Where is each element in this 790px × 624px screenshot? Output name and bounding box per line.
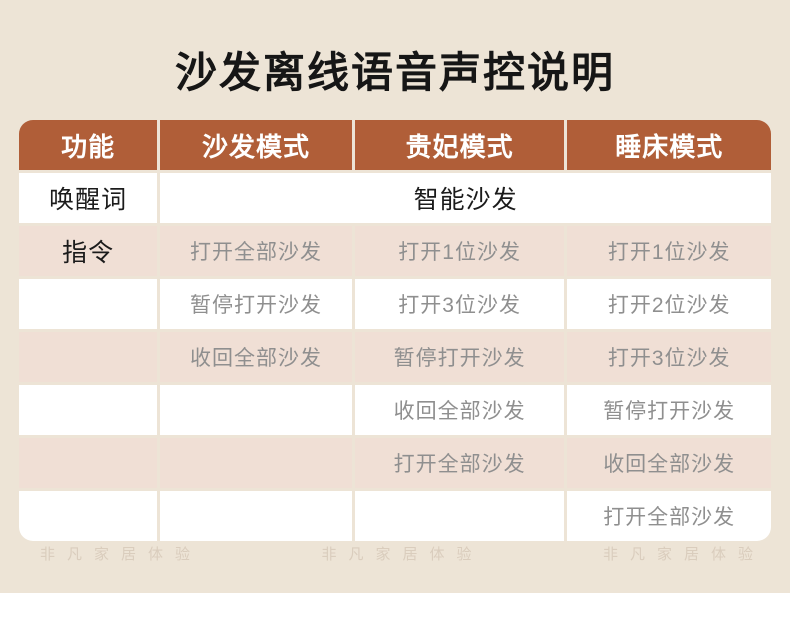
watermark-text: 非凡家居体验 (40, 546, 203, 563)
table-body: 唤醒词 智能沙发 指令 打开全部沙发 打开1位沙发 打开1位沙发 暂停打开沙发 … (19, 173, 771, 542)
command-section-label: 指令 (19, 226, 158, 277)
command-cell: 打开3位沙发 (567, 332, 771, 383)
wake-word-row: 唤醒词 智能沙发 (19, 173, 771, 224)
table-header: 功能 沙发模式 贵妃模式 睡床模式 (19, 120, 771, 171)
watermark-text: 非凡家居体验 (602, 546, 765, 563)
command-cell: 打开全部沙发 (354, 438, 565, 489)
watermark-text: 非凡家居体验 (321, 546, 484, 563)
command-cell: 暂停打开沙发 (160, 279, 352, 330)
page-title: 沙发离线语音声控说明 (174, 49, 615, 96)
command-cell: 收回全部沙发 (160, 332, 352, 383)
command-cell: 打开1位沙发 (354, 226, 565, 277)
header-bed-mode: 睡床模式 (567, 120, 771, 171)
command-cell: 打开全部沙发 (160, 226, 352, 277)
table-row: 指令 打开全部沙发 打开1位沙发 打开1位沙发 (19, 226, 771, 277)
wake-word-label: 唤醒词 (19, 173, 158, 224)
wake-word-value: 智能沙发 (160, 173, 771, 224)
header-chaise-mode: 贵妃模式 (354, 120, 565, 171)
command-cell: 暂停打开沙发 (567, 385, 771, 436)
empty-cell (160, 385, 352, 436)
header-row: 功能 沙发模式 贵妃模式 睡床模式 (19, 120, 771, 171)
empty-cell (19, 491, 158, 542)
empty-cell (160, 438, 352, 489)
table-row: 打开全部沙发 (19, 491, 771, 542)
command-cell: 暂停打开沙发 (354, 332, 565, 383)
empty-cell (19, 385, 158, 436)
command-cell: 收回全部沙发 (354, 385, 565, 436)
table-row: 收回全部沙发 暂停打开沙发 (19, 385, 771, 436)
empty-cell (19, 279, 158, 330)
command-cell: 收回全部沙发 (567, 438, 771, 489)
empty-cell (19, 438, 158, 489)
command-cell: 打开全部沙发 (567, 491, 771, 542)
voice-control-table: 功能 沙发模式 贵妃模式 睡床模式 唤醒词 智能沙发 指令 打开全部沙发 打开1… (16, 117, 774, 544)
command-cell: 打开3位沙发 (354, 279, 565, 330)
command-cell: 打开1位沙发 (567, 226, 771, 277)
table-row: 收回全部沙发 暂停打开沙发 打开3位沙发 (19, 332, 771, 383)
table-row: 暂停打开沙发 打开3位沙发 打开2位沙发 (19, 279, 771, 330)
watermark-row: 非凡家居体验 非凡家居体验 非凡家居体验 (0, 543, 790, 564)
header-function: 功能 (19, 120, 158, 171)
header-sofa-mode: 沙发模式 (160, 120, 352, 171)
instruction-panel: 沙发离线语音声控说明 功能 沙发模式 贵妃模式 睡床模式 唤醒词 智能沙发 指令… (0, 0, 790, 593)
command-cell: 打开2位沙发 (567, 279, 771, 330)
empty-cell (160, 491, 352, 542)
table-row: 打开全部沙发 收回全部沙发 (19, 438, 771, 489)
empty-cell (354, 491, 565, 542)
empty-cell (19, 332, 158, 383)
